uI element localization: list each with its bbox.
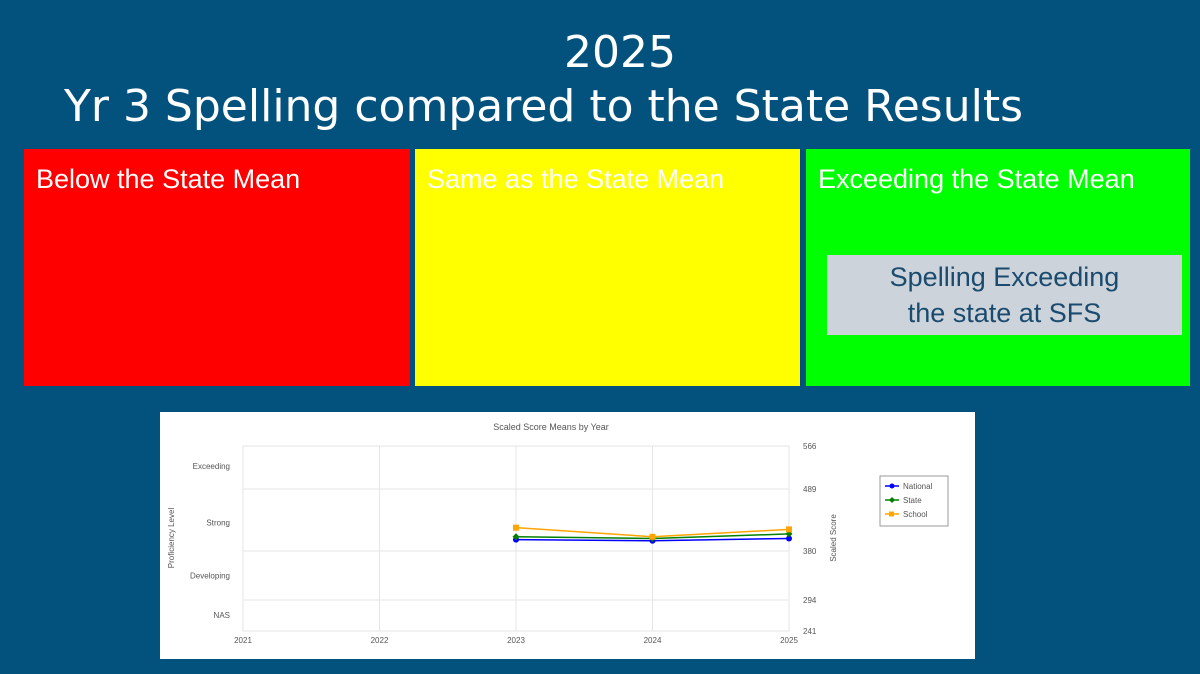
right-tick-label: 294 xyxy=(803,596,817,605)
x-tick-label: 2021 xyxy=(234,636,252,645)
x-tick-label: 2024 xyxy=(644,636,662,645)
same-state-panel: Same as the State Mean xyxy=(415,149,800,386)
right-tick-label: 566 xyxy=(803,442,817,451)
exceed-note-line1: Spelling Exceeding xyxy=(889,262,1120,292)
x-tick-label: 2022 xyxy=(371,636,389,645)
right-tick-label: 241 xyxy=(803,627,817,636)
x-tick-label: 2023 xyxy=(507,636,525,645)
legend-marker-school xyxy=(889,511,894,517)
exceed-note-line2: the state at SFS xyxy=(907,298,1102,328)
chart-svg: Scaled Score Means by Year 2021 2022 2023 20… xyxy=(167,422,949,645)
chart-title: Scaled Score Means by Year xyxy=(493,422,609,432)
legend-label-school: School xyxy=(903,510,928,519)
left-level-label: Exceeding xyxy=(193,462,230,471)
left-axis-title: Proficiency Level xyxy=(167,508,176,569)
page-year: 2025 xyxy=(564,27,676,78)
legend-label-national: National xyxy=(903,482,933,491)
right-tick-label: 489 xyxy=(803,485,817,494)
scaled-score-chart: Scaled Score Means by Year 2021 2022 2023 20… xyxy=(160,412,975,659)
left-level-label: Developing xyxy=(190,572,230,581)
data-point-state xyxy=(512,533,520,541)
below-state-label: Below the State Mean xyxy=(36,164,301,194)
page-title: Yr 3 Spelling compared to the State Resu… xyxy=(64,81,1023,132)
exceed-note-box: Spelling Exceeding the state at SFS xyxy=(827,255,1182,335)
same-state-label: Same as the State Mean xyxy=(427,164,725,194)
legend-label-state: State xyxy=(903,496,922,505)
data-point-school xyxy=(786,526,792,533)
data-point-school xyxy=(649,533,656,540)
legend-marker-national xyxy=(889,483,895,489)
left-level-label: NAS xyxy=(214,611,230,620)
left-level-label: Strong xyxy=(206,519,230,528)
data-point-school xyxy=(513,524,519,531)
right-tick-label: 380 xyxy=(803,547,817,556)
legend-marker-state xyxy=(889,497,895,503)
right-axis-title: Scaled Score xyxy=(829,514,838,562)
exceed-state-panel: Exceeding the State Mean Spelling Exceed… xyxy=(806,149,1190,386)
below-state-panel: Below the State Mean xyxy=(24,149,410,386)
x-tick-label: 2025 xyxy=(780,636,798,645)
data-point-national xyxy=(786,535,792,542)
exceed-state-label: Exceeding the State Mean xyxy=(818,164,1135,194)
